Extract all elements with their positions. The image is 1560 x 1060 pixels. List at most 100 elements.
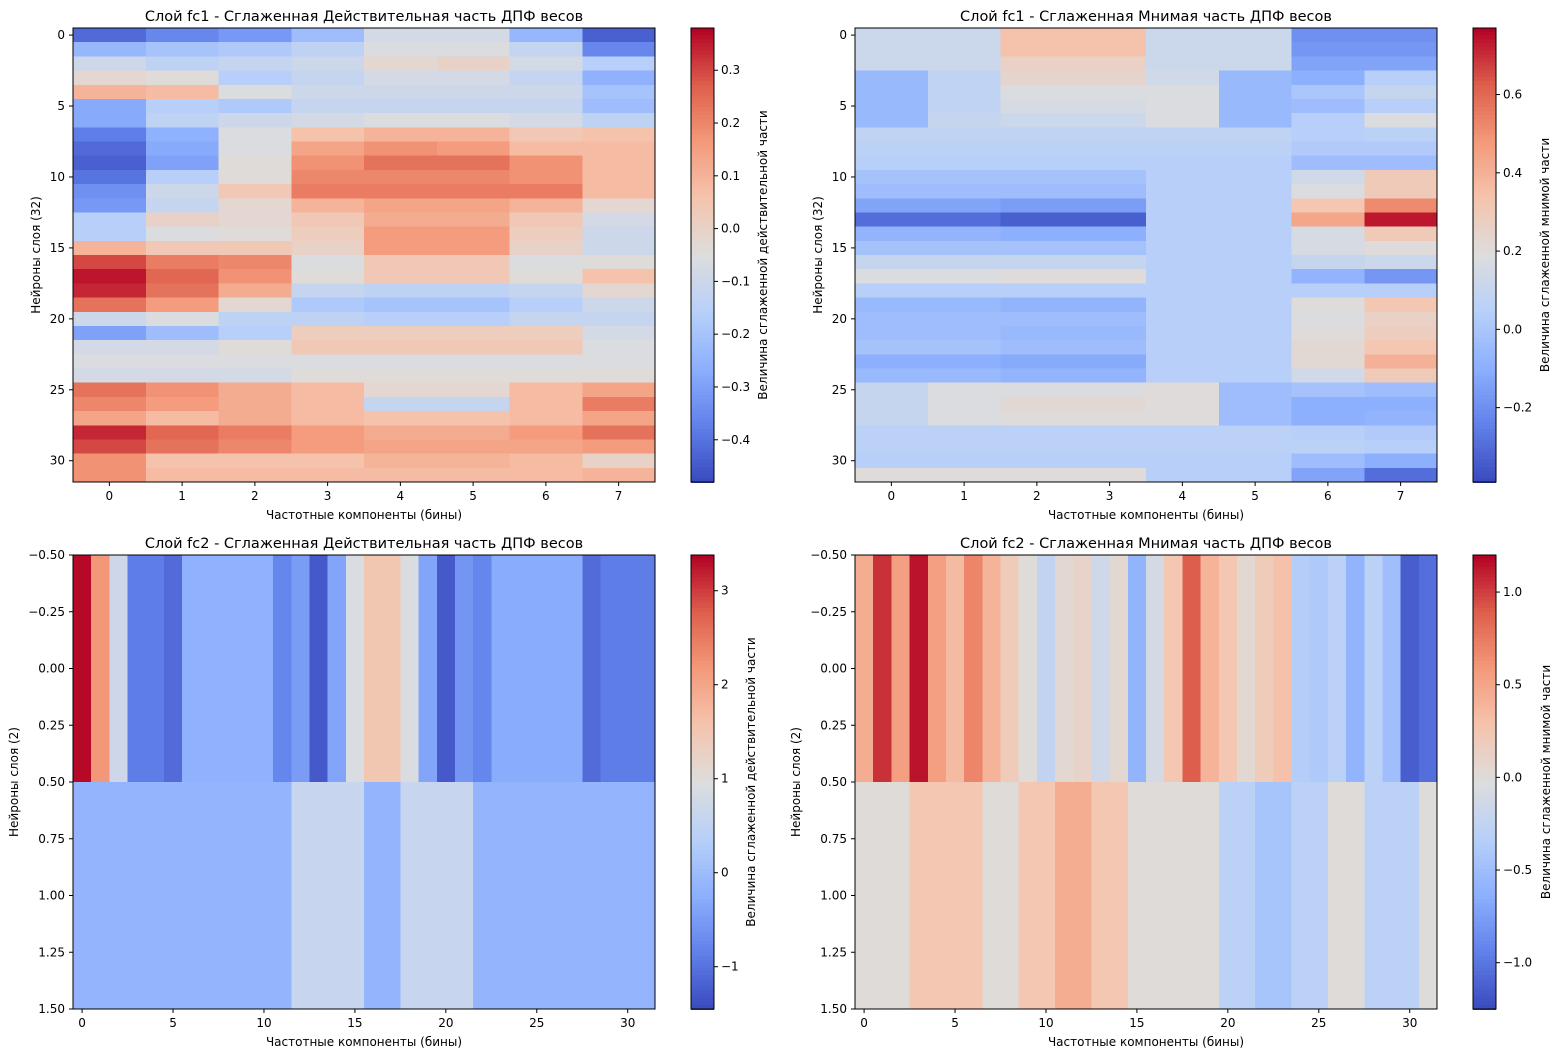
colorbar-gradient-segment bbox=[1473, 296, 1496, 302]
colorbar-gradient-segment bbox=[691, 861, 714, 867]
colorbar-gradient-segment bbox=[1473, 202, 1496, 207]
colorbar-gradient-segment bbox=[1473, 130, 1496, 135]
colorbar-gradient-segment bbox=[1473, 164, 1496, 169]
colorbar-gradient-segment bbox=[691, 345, 714, 351]
colorbar-tick-label: 0.5 bbox=[1503, 678, 1522, 692]
heatmap-cell bbox=[855, 226, 929, 242]
heatmap-cell bbox=[145, 127, 220, 143]
heatmap-cell bbox=[1073, 467, 1147, 483]
heatmap-cell bbox=[1146, 70, 1220, 86]
heatmap-cell bbox=[91, 782, 110, 1010]
colorbar-gradient-segment bbox=[1473, 289, 1496, 294]
x-tick-label: 5 bbox=[1251, 489, 1259, 503]
heatmap-cell bbox=[1364, 84, 1438, 100]
heatmap-cell bbox=[1346, 555, 1365, 783]
heatmap-cell bbox=[927, 56, 1002, 72]
colorbar-gradient-segment bbox=[1473, 1001, 1496, 1007]
colorbar-gradient-segment bbox=[691, 46, 714, 52]
heatmap-cell bbox=[927, 155, 1002, 171]
heatmap-cell bbox=[1073, 382, 1147, 398]
heatmap-cell bbox=[1000, 368, 1074, 384]
y-tick-label: 0 bbox=[839, 28, 847, 42]
colorbar-gradient-segment bbox=[1473, 910, 1496, 916]
heatmap-cell bbox=[582, 325, 656, 341]
colorbar-gradient-segment bbox=[691, 315, 714, 321]
heatmap-cell bbox=[582, 98, 656, 114]
colorbar-gradient-segment bbox=[691, 611, 714, 617]
colorbar-gradient-segment bbox=[1473, 270, 1496, 275]
colorbar-gradient-segment bbox=[691, 311, 714, 317]
colorbar: 1.0 0.5 0.0 −0.5 −1.0 Величина сглаженной мни… bbox=[1472, 554, 1553, 1010]
heatmap-cell bbox=[564, 782, 583, 1010]
colorbar-gradient-segment bbox=[691, 300, 714, 305]
colorbar-gradient-segment bbox=[1473, 929, 1496, 935]
colorbar-tick-label: 0.1 bbox=[721, 169, 740, 183]
colorbar-gradient-segment bbox=[691, 937, 714, 942]
colorbar-gradient-segment bbox=[691, 895, 714, 901]
colorbar-gradient-segment bbox=[691, 789, 714, 795]
heatmap-cell bbox=[582, 368, 656, 384]
heatmap-cell bbox=[509, 98, 583, 114]
heatmap-cell bbox=[1073, 411, 1147, 426]
colorbar-gradient-segment bbox=[1473, 797, 1496, 802]
colorbar-gradient-segment bbox=[1473, 451, 1496, 457]
heatmap-cell bbox=[218, 782, 238, 1010]
heatmap-cell bbox=[145, 240, 220, 256]
colorbar-gradient-segment bbox=[691, 39, 714, 44]
heatmap-cell bbox=[1073, 56, 1147, 72]
colorbar-gradient-segment bbox=[691, 258, 714, 264]
heatmap-cell bbox=[1291, 325, 1365, 341]
colorbar-gradient-segment bbox=[1473, 255, 1496, 260]
y-tick-label: 20 bbox=[50, 312, 65, 326]
colorbar-gradient-segment bbox=[691, 334, 714, 340]
heatmap-cell bbox=[891, 782, 911, 1010]
colorbar-gradient-segment bbox=[1473, 58, 1496, 63]
colorbar-gradient-segment bbox=[1473, 205, 1496, 211]
heatmap-cell bbox=[436, 555, 456, 783]
colorbar-gradient-segment bbox=[1473, 73, 1496, 78]
colorbar-gradient-segment bbox=[691, 194, 714, 200]
heatmap-cell bbox=[291, 340, 365, 355]
heatmap-cell bbox=[1236, 555, 1256, 783]
colorbar-gradient-segment bbox=[691, 857, 714, 863]
colorbar-gradient-segment bbox=[1473, 330, 1496, 336]
x-tick-label: 0 bbox=[78, 1016, 86, 1030]
colorbar-gradient-segment bbox=[691, 463, 714, 468]
heatmap-cell bbox=[1291, 354, 1365, 370]
colorbar-gradient-segment bbox=[691, 842, 714, 848]
heatmap-cell bbox=[1073, 439, 1147, 455]
heatmap-cell bbox=[1291, 169, 1365, 185]
heatmap-cell bbox=[855, 354, 929, 370]
heatmap-cell bbox=[1018, 555, 1038, 783]
x-tick-label: 0 bbox=[106, 489, 114, 503]
heatmap-cell bbox=[1146, 340, 1220, 355]
colorbar-gradient-segment bbox=[1473, 402, 1496, 408]
colorbar-gradient-segment bbox=[691, 747, 714, 753]
heatmap-cell bbox=[400, 555, 420, 783]
colorbar-gradient-segment bbox=[1473, 213, 1496, 218]
colorbar-gradient-segment bbox=[1473, 604, 1496, 609]
colorbar-gradient-segment bbox=[1473, 638, 1496, 643]
colorbar-gradient-segment bbox=[1473, 831, 1496, 836]
heatmap-cell bbox=[200, 555, 220, 783]
colorbar-gradient-segment bbox=[1473, 220, 1496, 226]
x-tick-label: 5 bbox=[169, 1016, 177, 1030]
colorbar-gradient-segment bbox=[1473, 694, 1496, 700]
heatmap-cell bbox=[509, 84, 583, 100]
colorbar-gradient-segment bbox=[1473, 736, 1496, 742]
heatmap-cell bbox=[1146, 782, 1165, 1010]
heatmap-cell bbox=[927, 113, 1002, 128]
heatmap-cell bbox=[1055, 782, 1074, 1010]
heatmap-cell bbox=[145, 782, 165, 1010]
colorbar-gradient-segment bbox=[1473, 133, 1496, 139]
heatmap-cell bbox=[855, 382, 929, 398]
colorbar-gradient-segment bbox=[1473, 247, 1496, 253]
colorbar-gradient-segment bbox=[1473, 319, 1496, 324]
colorbar-gradient-segment bbox=[691, 436, 714, 442]
heatmap-cell bbox=[163, 555, 183, 783]
heatmap-cell bbox=[291, 226, 365, 242]
colorbar-gradient-segment bbox=[1473, 759, 1496, 764]
y-tick-label: 10 bbox=[832, 170, 847, 184]
heatmap-cell bbox=[127, 782, 147, 1010]
colorbar-gradient-segment bbox=[1473, 368, 1496, 374]
